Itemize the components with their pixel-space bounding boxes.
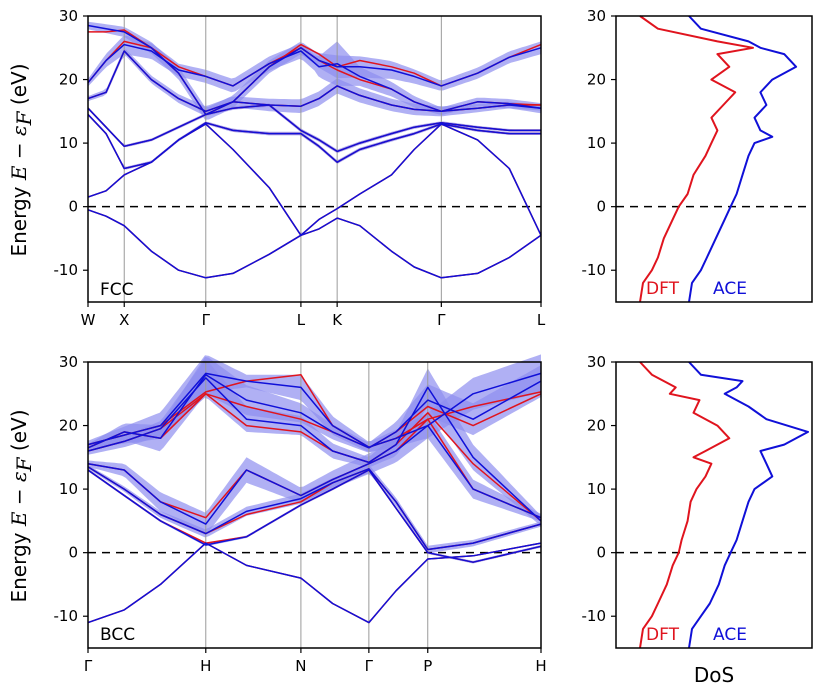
fcc-ace-uncertainty-band [88,123,541,236]
fcc-ace-band-line [87,43,542,113]
fcc-ace-uncertainty-band [88,209,541,279]
fcc-bands-panel: -10 0 10 20 30 W X Γ L K Γ L FCC Energy E − εF (eV… [7,7,546,329]
fcc-dos-y-tick-label: 20 [587,71,606,89]
bcc-dos-frame [615,361,813,649]
bcc-y-ticks: -10 0 10 20 30 [54,353,88,625]
bcc-y-tick-label: 30 [59,353,78,371]
bcc-k-tick-label: Γ [365,657,374,675]
fcc-panel-label: FCC [100,280,134,300]
fcc-k-tick-label: K [332,311,343,329]
bcc-panel-label: BCC [100,625,135,645]
fcc-dos-y-tick-label: 10 [587,134,606,152]
bcc-y-tick-label: -10 [54,607,79,625]
bcc-ace-band-line [87,466,542,551]
bcc-ace-band-line [87,469,542,563]
bcc-dos-y-ticks: -10 0 10 20 30 [582,353,616,625]
fcc-ace-bands [87,24,542,279]
fcc-dos-panel: -10 0 10 20 30 DFT ACE [582,7,813,303]
fcc-y-ticks: -10 0 10 20 30 [54,7,88,279]
bcc-ace-band-line [87,542,542,624]
fcc-k-tick-label: X [119,311,129,329]
fcc-dos-y-ticks: -10 0 10 20 30 [582,7,616,279]
fcc-ace-band-line [87,123,542,237]
bcc-dos-y-tick-label: 0 [596,544,606,562]
bcc-y-tick-label: 0 [68,544,78,562]
fcc-k-tick-label: W [81,311,96,329]
bcc-k-tick-label: H [535,657,546,675]
fcc-dft-band-line [87,123,542,237]
fcc-ace-band-line [87,24,542,116]
fcc-dos-frame [615,15,813,303]
fcc-k-tick-label: Γ [437,311,446,329]
fcc-dos-legend-dft: DFT [646,279,680,299]
bcc-y-tick-label: 20 [59,417,78,435]
bcc-ace-uncertainty-band [88,465,541,554]
fcc-bands-frame [87,15,542,303]
bcc-ace-uncertainty-band [88,542,541,624]
bcc-dos-legend-dft: DFT [646,625,680,645]
fcc-dos-y-tick-label: -10 [582,261,607,279]
bcc-ace-bands [87,372,542,624]
bcc-k-tick-label: N [295,657,306,675]
fcc-y-tick-label: -10 [54,261,79,279]
fcc-ace-uncertainty-band [88,103,541,154]
fcc-ace-uncertainty-band [88,113,541,170]
bcc-ace-band-line [87,373,542,449]
fcc-dos-curve-dft [639,15,754,303]
fcc-dos-y-tick-label: 30 [587,7,606,25]
fcc-ace-band-line [87,113,541,170]
bcc-dos-y-tick-label: 30 [587,353,606,371]
bcc-bands-frame [87,361,542,649]
fcc-ace-band-line [87,209,542,279]
fcc-dos-curve-ace [688,15,798,303]
bcc-bands-panel: -10 0 10 20 30 Γ H N Γ P H BCC Energy E − εF (eV) [7,353,547,675]
fcc-dos-curves [639,15,798,303]
fcc-y-tick-label: 0 [68,198,78,216]
bcc-dos-curve-dft [639,361,731,649]
bcc-dos-y-tick-label: -10 [582,607,607,625]
fcc-dos-y-tick-label: 0 [596,198,606,216]
fcc-ace-uncertainty-fills [88,21,541,279]
bcc-dos-curves [639,361,809,649]
bcc-ace-band-line [87,424,542,525]
bcc-y-axis-label: Energy E − εF (eV) [7,409,36,602]
fcc-k-tick-label: Γ [202,311,211,329]
bcc-dos-panel: -10 0 10 20 30 DFT ACE DoS [582,353,813,687]
bcc-dos-y-tick-label: 20 [587,417,606,435]
bcc-y-tick-label: 10 [59,480,78,498]
fcc-y-axis-label: Energy E − εF (eV) [7,63,36,256]
fcc-ace-band-line [87,50,542,113]
bcc-dos-legend-ace: ACE [713,625,747,645]
bcc-k-tick-label: H [200,657,211,675]
bcc-dft-band-line [87,542,542,624]
bcc-ace-band-line [87,377,542,522]
dos-x-axis-label: DoS [694,663,734,687]
bcc-k-tick-label: P [423,657,432,675]
fcc-dos-legend-ace: ACE [713,279,747,299]
fcc-k-tick-label: L [537,311,546,329]
fcc-ace-uncertainty-band [88,49,541,117]
bcc-k-tick-label: Γ [84,657,93,675]
fcc-k-tick-label: L [297,311,306,329]
fcc-y-tick-label: 10 [59,134,78,152]
bcc-dos-y-tick-label: 10 [587,480,606,498]
fcc-dft-band-line [87,209,542,279]
bcc-dos-curve-ace [688,361,809,649]
bcc-ace-band-line [87,372,542,448]
fcc-ace-band-line [87,104,541,153]
fcc-y-tick-label: 30 [59,7,78,25]
fcc-y-tick-label: 20 [59,71,78,89]
